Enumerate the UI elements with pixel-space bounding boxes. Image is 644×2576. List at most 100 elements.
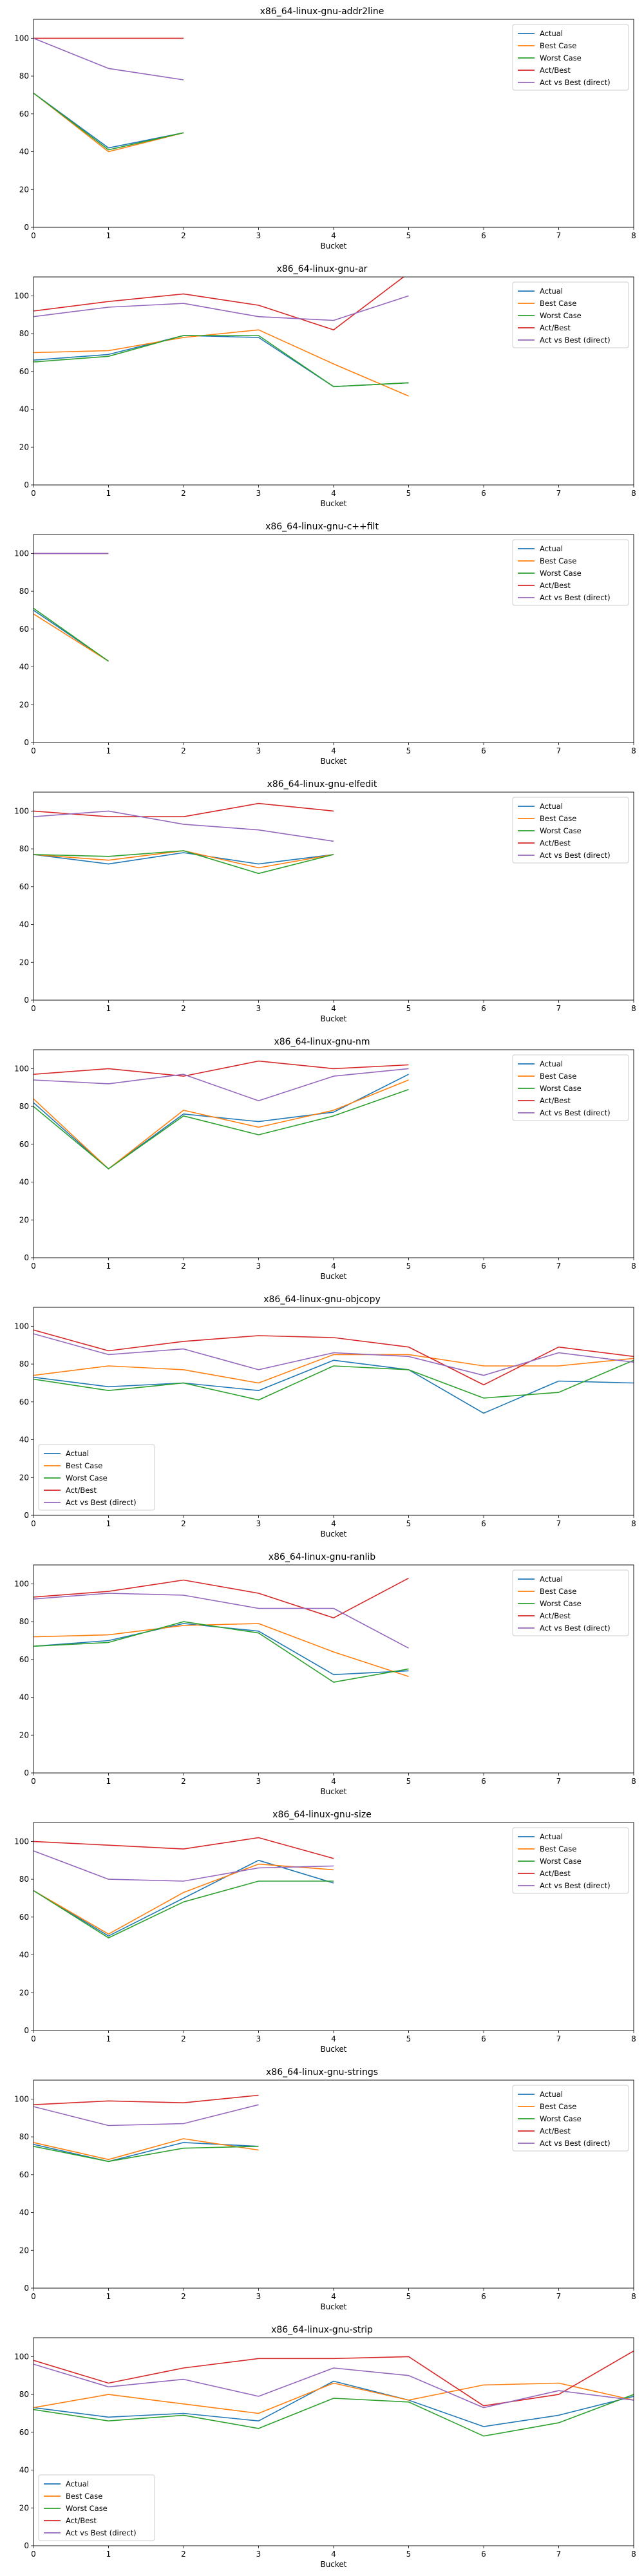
y-tick-label: 0 bbox=[24, 2284, 29, 2293]
x-tick-label: 1 bbox=[106, 1262, 111, 1271]
x-tick-label: 5 bbox=[406, 1262, 412, 1271]
x-tick-label: 1 bbox=[106, 2550, 111, 2559]
x-tick-label: 0 bbox=[31, 1262, 36, 1271]
chart-title: x86_64-linux-gnu-ranlib bbox=[269, 1552, 376, 1562]
x-tick-label: 4 bbox=[331, 1262, 336, 1271]
x-tick-label: 4 bbox=[331, 489, 336, 498]
legend-label: Act/Best bbox=[540, 581, 571, 590]
x-tick-label: 6 bbox=[481, 489, 486, 498]
chart-title: x86_64-linux-gnu-strings bbox=[266, 2067, 378, 2078]
x-tick-label: 1 bbox=[106, 2034, 111, 2043]
x-tick-label: 8 bbox=[631, 1519, 636, 1528]
y-tick-label: 80 bbox=[19, 1617, 29, 1626]
y-tick-label: 0 bbox=[24, 1253, 29, 1262]
x-tick-label: 7 bbox=[556, 2034, 562, 2043]
legend-label: Act/Best bbox=[540, 1869, 571, 1878]
chart-title: x86_64-linux-gnu-objcopy bbox=[263, 1294, 381, 1305]
legend-label: Worst Case bbox=[66, 2504, 108, 2513]
series-line-act-best bbox=[33, 2094, 259, 2105]
x-axis-label: Bucket bbox=[320, 1014, 346, 1023]
y-tick-label: 0 bbox=[24, 996, 29, 1005]
x-tick-label: 0 bbox=[31, 2292, 36, 2301]
x-tick-label: 5 bbox=[406, 489, 412, 498]
legend-box bbox=[512, 797, 629, 864]
x-tick-label: 4 bbox=[331, 231, 336, 240]
series-line-act-best bbox=[33, 1329, 634, 1386]
legend-label: Actual bbox=[540, 29, 563, 38]
legend-box bbox=[512, 1569, 629, 1636]
legend-label: Actual bbox=[540, 1059, 563, 1068]
series-line-act-vs-best-direct bbox=[33, 1850, 334, 1882]
legend-label: Best Case bbox=[66, 2492, 102, 2501]
legend-box bbox=[512, 1827, 629, 1894]
legend-label: Act/Best bbox=[540, 1611, 571, 1620]
series-line-worst-case bbox=[33, 335, 409, 388]
y-tick-label: 40 bbox=[19, 2208, 29, 2217]
legend-label: Actual bbox=[66, 1449, 89, 1458]
x-tick-label: 3 bbox=[256, 1262, 261, 1271]
legend-label: Worst Case bbox=[540, 826, 582, 835]
y-tick-label: 60 bbox=[19, 109, 29, 118]
y-tick-label: 40 bbox=[19, 1435, 29, 1444]
y-tick-label: 100 bbox=[14, 2094, 29, 2103]
y-tick-label: 60 bbox=[19, 2428, 29, 2437]
x-tick-label: 3 bbox=[256, 2292, 261, 2301]
x-tick-label: 3 bbox=[256, 1004, 261, 1013]
x-tick-label: 7 bbox=[556, 1004, 562, 1013]
legend-label: Act/Best bbox=[540, 66, 571, 75]
series-line-act-vs-best-direct bbox=[33, 1333, 634, 1376]
series-line-act-best bbox=[33, 1577, 409, 1618]
legend-box bbox=[38, 1444, 155, 1511]
y-tick-label: 100 bbox=[14, 291, 29, 300]
x-tick-label: 3 bbox=[256, 1777, 261, 1786]
legend: Actual Best Case Worst Case Act/Best Act vs … bbox=[512, 797, 629, 864]
y-tick-label: 100 bbox=[14, 806, 29, 815]
x-tick-label: 0 bbox=[31, 489, 36, 498]
legend-label: Act vs Best (direct) bbox=[540, 78, 611, 87]
y-tick-label: 20 bbox=[19, 1215, 29, 1224]
series-line-act-best bbox=[33, 277, 405, 330]
y-tick-label: 100 bbox=[14, 1064, 29, 1073]
series-line-act-vs-best-direct bbox=[33, 1593, 409, 1649]
legend-label: Actual bbox=[540, 1832, 563, 1841]
legend-box bbox=[512, 1054, 629, 1121]
series-group bbox=[33, 2094, 259, 2163]
y-tick-label: 80 bbox=[19, 1359, 29, 1368]
legend-label: Act/Best bbox=[66, 1486, 97, 1495]
legend-label: Worst Case bbox=[540, 311, 582, 320]
legend-label: Best Case bbox=[540, 1844, 576, 1853]
legend-label: Actual bbox=[540, 287, 563, 296]
chart-title: x86_64-linux-gnu-c++filt bbox=[265, 522, 379, 532]
x-tick-label: 1 bbox=[106, 2292, 111, 2301]
legend-label: Worst Case bbox=[540, 1857, 582, 1866]
y-tick-label: 100 bbox=[14, 549, 29, 558]
y-tick-label: 80 bbox=[19, 329, 29, 338]
y-tick-label: 60 bbox=[19, 2170, 29, 2179]
x-axis-label: Bucket bbox=[320, 2045, 346, 2054]
series-line-act-vs-best-direct bbox=[33, 2363, 634, 2409]
series-line-act-best bbox=[33, 802, 334, 817]
x-tick-label: 5 bbox=[406, 1519, 412, 1528]
series-line-act-vs-best-direct bbox=[33, 37, 184, 80]
legend-label: Act/Best bbox=[66, 2516, 97, 2525]
x-tick-label: 1 bbox=[106, 489, 111, 498]
x-tick-label: 0 bbox=[31, 1004, 36, 1013]
x-tick-label: 7 bbox=[556, 1777, 562, 1786]
x-axis-label: Bucket bbox=[320, 2302, 346, 2311]
y-tick-label: 40 bbox=[19, 1693, 29, 1702]
series-line-act-vs-best-direct bbox=[33, 1068, 409, 1102]
legend-label: Act vs Best (direct) bbox=[540, 1624, 611, 1633]
series-line-best-case bbox=[33, 2138, 259, 2161]
y-tick-label: 40 bbox=[19, 1178, 29, 1187]
legend: Actual Best Case Worst Case Act/Best Act vs … bbox=[512, 1569, 629, 1636]
y-tick-label: 80 bbox=[19, 2390, 29, 2399]
x-tick-label: 1 bbox=[106, 1777, 111, 1786]
legend-label: Best Case bbox=[540, 299, 576, 308]
series-line-worst-case bbox=[33, 1880, 334, 1938]
x-tick-label: 4 bbox=[331, 2550, 336, 2559]
legend-label: Best Case bbox=[540, 1587, 576, 1596]
legend-box bbox=[38, 2474, 155, 2541]
